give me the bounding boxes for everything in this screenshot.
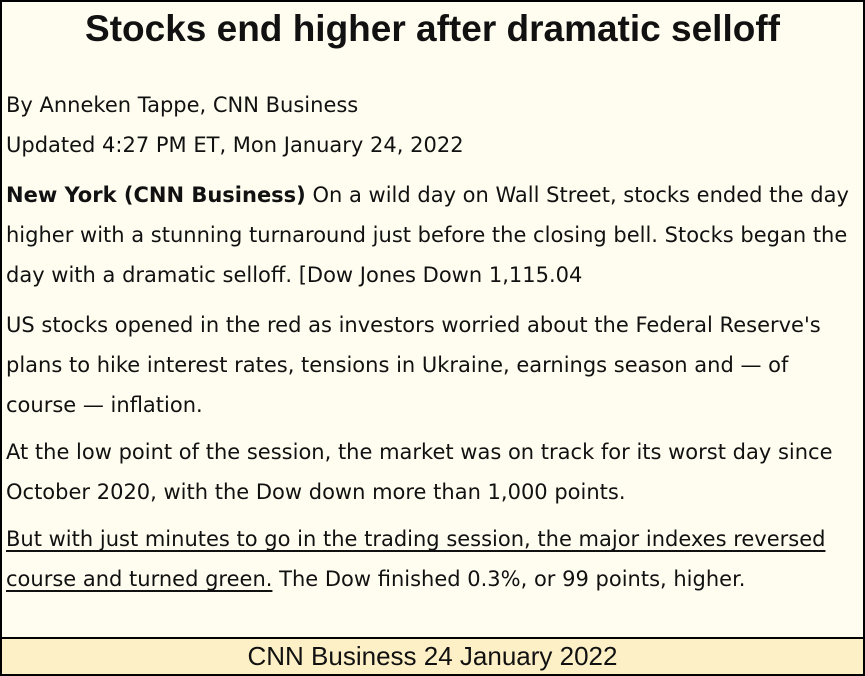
underlined-sentence: But with just minutes to go in the tradi… <box>6 527 826 591</box>
paragraph-dateline: New York (CNN Business) <box>6 183 306 207</box>
paragraph-4-text: The Dow finished 0.3%, or 99 points, hig… <box>272 567 746 591</box>
article-byline: By Anneken Tappe, CNN Business <box>6 93 359 117</box>
paragraph-2: US stocks opened in the red as investors… <box>6 313 821 417</box>
source-caption-footer: CNN Business 24 January 2022 <box>2 637 863 674</box>
article-updated-timestamp: Updated 4:27 PM ET, Mon January 24, 2022 <box>6 133 464 157</box>
article-headline: Stocks end higher after dramatic selloff <box>85 8 780 49</box>
paragraph-4: But with just minutes to go in the tradi… <box>6 519 858 599</box>
paragraph-3: At the low point of the session, the mar… <box>6 440 833 504</box>
paragraph-1-text: On a wild day on Wall Street, stocks end… <box>6 183 849 287</box>
paragraph-1: New York (CNN Business) On a wild day on… <box>6 175 858 295</box>
